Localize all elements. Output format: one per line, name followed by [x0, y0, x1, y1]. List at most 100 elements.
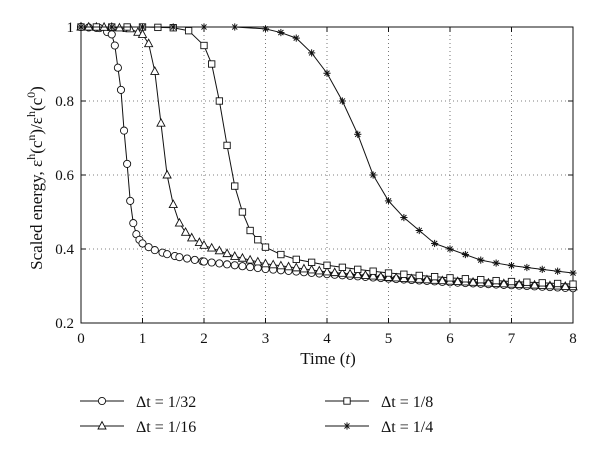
data-point-circle — [215, 259, 224, 268]
data-point-triangle — [133, 26, 143, 36]
data-point-square — [238, 208, 247, 216]
data-point-asterisk — [554, 267, 562, 275]
data-point-asterisk — [400, 213, 408, 222]
x-tick-label: 3 — [262, 331, 270, 347]
data-point-triangle — [237, 252, 248, 262]
data-point-triangle — [83, 21, 94, 31]
data-point-asterisk — [338, 97, 346, 105]
data-point-circle — [223, 260, 232, 269]
data-point-asterisk — [277, 28, 285, 37]
data-point-triangle — [391, 272, 401, 282]
data-point-circle — [123, 159, 132, 168]
data-point-triangle — [214, 245, 225, 255]
data-point-triangle — [199, 239, 209, 249]
data-point-asterisk — [415, 226, 423, 235]
data-point-triangle — [229, 251, 240, 260]
data-point-circle — [246, 263, 255, 272]
data-point-asterisk — [477, 256, 485, 264]
legend-marker-square — [343, 397, 351, 405]
data-point-triangle — [314, 265, 325, 275]
data-point-triangle — [194, 237, 205, 246]
data-point-asterisk — [431, 239, 439, 248]
data-point-triangle — [337, 267, 348, 277]
series-group — [76, 21, 578, 293]
data-point-triangle — [422, 274, 432, 284]
data-point-asterisk — [507, 262, 516, 270]
x-tick-label: 4 — [323, 331, 331, 347]
data-point-square — [400, 270, 408, 278]
data-point-circle — [163, 250, 172, 259]
data-point-circle — [113, 63, 122, 72]
data-point-asterisk — [169, 23, 177, 31]
data-point-triangle — [291, 262, 302, 272]
data-point-square — [384, 269, 393, 277]
data-point-asterisk — [461, 250, 469, 259]
data-point-square — [492, 276, 500, 285]
y-tick-label: 1 — [67, 20, 75, 36]
data-point-circle — [199, 257, 209, 266]
data-point-triangle — [345, 268, 355, 278]
data-point-triangle — [268, 259, 278, 269]
data-point-asterisk — [138, 23, 147, 31]
data-point-asterisk — [77, 23, 85, 31]
x-axis-title: Time (t) — [300, 349, 356, 368]
data-point-square — [446, 274, 454, 282]
y-tick-label: 0.4 — [55, 242, 74, 258]
legend-marker-circle — [97, 396, 107, 406]
y-tick-label: 0.2 — [55, 316, 74, 332]
data-point-square — [343, 397, 351, 405]
data-point-triangle — [162, 169, 172, 179]
y-ticks: 0.2 0.4 0.6 0.8 1 — [55, 20, 573, 332]
data-point-square — [523, 278, 531, 286]
data-point-asterisk — [108, 23, 116, 31]
x-tick-label: 6 — [446, 331, 454, 347]
data-point-circle — [253, 264, 262, 273]
data-point-circle — [107, 30, 116, 39]
legend-label-dt-1-16: Δt = 1/16 — [136, 419, 196, 436]
data-point-asterisk — [200, 23, 208, 31]
data-point-square — [292, 255, 300, 264]
data-point-square — [200, 41, 208, 50]
data-point-square — [215, 97, 224, 105]
data-point-asterisk — [538, 265, 546, 273]
data-point-triangle — [180, 227, 191, 236]
data-point-asterisk — [231, 23, 239, 31]
data-point-square — [323, 261, 331, 269]
data-point-triangle — [560, 281, 571, 290]
data-point-triangle — [245, 254, 255, 264]
data-point-triangle — [306, 264, 317, 274]
data-point-circle — [150, 246, 159, 255]
data-point-triangle — [376, 271, 386, 281]
legend-label-dt-1-4: Δt = 1/4 — [381, 419, 433, 436]
data-point-triangle — [186, 232, 197, 242]
data-point-square — [261, 243, 270, 251]
legend-marker-triangle — [97, 420, 107, 430]
data-point-square — [208, 60, 216, 68]
data-point-triangle — [174, 217, 185, 227]
data-point-triangle — [137, 29, 148, 38]
data-point-circle — [190, 255, 199, 264]
data-point-triangle — [260, 258, 271, 268]
data-point-triangle — [276, 260, 286, 270]
data-point-triangle — [352, 269, 363, 279]
legend: Δt = 1/32 Δt = 1/16 Δt = 1/8 Δt = 1/4 — [80, 394, 433, 436]
data-point-square — [277, 250, 285, 259]
data-point-triangle — [97, 420, 107, 430]
data-point-asterisk — [446, 245, 454, 253]
data-point-circle — [97, 396, 107, 406]
data-point-triangle — [329, 267, 340, 277]
data-point-square — [184, 27, 193, 35]
legend-entry-dt-1-16: Δt = 1/16 — [80, 419, 196, 436]
x-tick-label: 1 — [139, 331, 147, 347]
legend-entry-dt-1-4: Δt = 1/4 — [325, 419, 433, 436]
data-point-triangle — [143, 38, 154, 48]
data-point-triangle — [545, 280, 555, 290]
legend-entry-dt-1-8: Δt = 1/8 — [325, 394, 433, 411]
data-point-asterisk — [523, 263, 531, 272]
data-point-asterisk — [354, 130, 362, 138]
data-point-square — [569, 280, 577, 288]
data-point-square — [254, 236, 262, 244]
data-point-circle — [230, 261, 239, 270]
x-tick-label: 5 — [385, 331, 393, 347]
data-point-triangle — [322, 266, 332, 276]
